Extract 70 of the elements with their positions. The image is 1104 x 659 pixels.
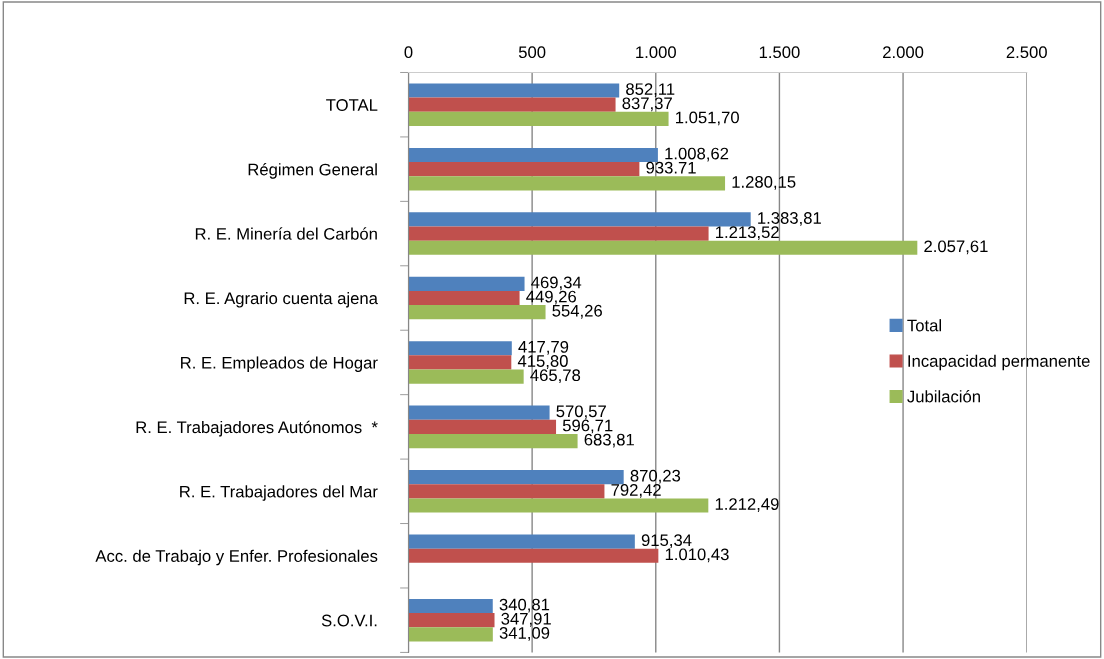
legend-label: Jubilación — [907, 390, 980, 403]
bar — [408, 433, 578, 449]
bar — [408, 627, 493, 642]
data-label: 852,11 — [626, 83, 675, 97]
bar — [408, 470, 624, 485]
data-label: 347,91 — [501, 612, 551, 627]
y-tick-label: R. E. Empleados de Hogar — [181, 356, 378, 372]
x-tick-label: 2.500 — [1006, 46, 1047, 59]
data-label: 2.057,61 — [924, 240, 988, 255]
bar — [408, 111, 669, 126]
x-tick-label: 500 — [518, 46, 546, 59]
y-tick-label: Régimen General — [248, 163, 377, 179]
data-label: 1.008,62 — [665, 147, 729, 162]
bar — [408, 341, 512, 356]
legend-label: Incapacidad permanente — [908, 354, 1090, 371]
data-label: 1.212,49 — [715, 498, 779, 512]
data-label: 340,81 — [499, 598, 550, 613]
data-label: 341,09 — [499, 627, 550, 641]
data-label: 1.280,15 — [732, 175, 796, 190]
data-label: 465,78 — [530, 369, 581, 384]
bar — [408, 498, 709, 513]
bar — [408, 534, 635, 549]
data-label: 596,71 — [562, 419, 613, 434]
bar — [408, 147, 658, 163]
x-tick-label: 2.000 — [883, 46, 924, 59]
bar — [408, 419, 557, 434]
data-label: 469,34 — [531, 276, 582, 291]
legend-label: Total — [907, 319, 941, 332]
x-tick-label: 1.000 — [636, 46, 676, 59]
data-label: 554,26 — [552, 304, 602, 319]
bar — [408, 548, 659, 563]
y-tick-label: S.O.V.I. — [321, 614, 377, 627]
y-tick-label: R. E. Minería del Carbón — [195, 227, 377, 240]
bar — [408, 369, 524, 384]
bar — [408, 598, 493, 614]
y-tick-label: R. E. Trabajadores del Mar — [180, 485, 378, 501]
bar — [408, 405, 550, 420]
data-label: 1.213,52 — [716, 226, 779, 241]
bar — [408, 226, 709, 241]
bar — [408, 290, 520, 306]
bar — [408, 240, 918, 255]
x-tick-label: 1.500 — [759, 46, 800, 59]
data-label: 570,57 — [556, 405, 606, 420]
data-label: 792,42 — [611, 483, 661, 498]
bar — [408, 355, 512, 370]
data-label: 915,34 — [641, 534, 692, 549]
bar — [408, 83, 620, 98]
bar — [408, 212, 751, 227]
data-label: 415,80 — [517, 355, 568, 369]
data-label: 837,37 — [622, 97, 672, 112]
bar — [408, 305, 546, 320]
bar — [408, 176, 726, 191]
data-label: 683,81 — [584, 433, 634, 448]
data-label: 1.010,43 — [665, 548, 729, 563]
data-label: 870,23 — [630, 469, 681, 484]
bar — [408, 613, 495, 628]
bar — [408, 484, 605, 499]
y-tick-label: R. E. Agrario cuenta ajena — [184, 291, 378, 308]
y-tick-label: Acc. de Trabajo y Enfer. Profesionales — [95, 549, 378, 566]
data-label: 1.383,81 — [758, 212, 821, 226]
data-label: 933.71 — [646, 161, 696, 174]
data-label: 1.051,70 — [676, 111, 739, 126]
data-label: 417,79 — [518, 340, 569, 355]
y-tick-label: TOTAL — [326, 99, 378, 111]
data-label: 449,26 — [526, 290, 577, 305]
bar — [408, 97, 616, 112]
bar — [408, 162, 640, 177]
bar — [408, 276, 525, 291]
y-tick-label: R. E. Trabajadores Autónomos * — [136, 420, 378, 437]
x-tick-label: 0 — [404, 46, 413, 59]
